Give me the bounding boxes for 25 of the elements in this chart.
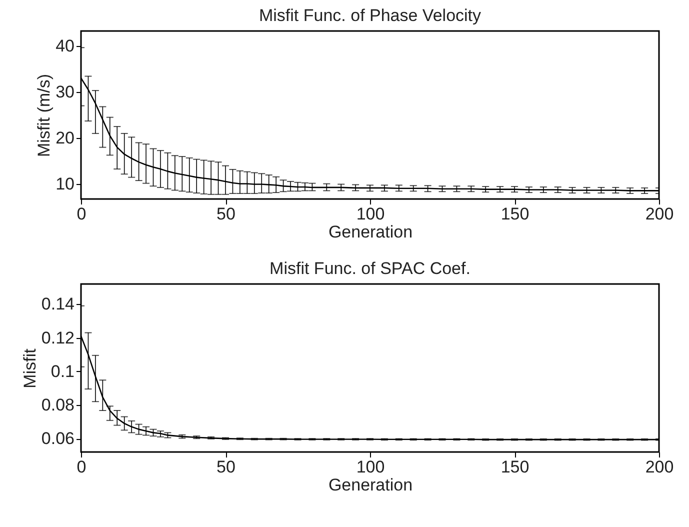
y-tick-label: 20 xyxy=(56,128,74,148)
y-tick-label: 30 xyxy=(56,82,74,102)
y-tick-label: 0.12 xyxy=(41,328,74,348)
x-tick-label: 100 xyxy=(356,458,385,476)
x-tick-label: 150 xyxy=(500,458,530,476)
chart-title: Misfit Func. of SPAC Coef. xyxy=(270,259,470,278)
y-tick-label: 0.08 xyxy=(41,395,74,414)
x-tick-label: 150 xyxy=(500,204,530,224)
x-tick-label: 50 xyxy=(216,204,236,224)
y-tick-label: 40 xyxy=(56,36,74,56)
x-tick-label: 0 xyxy=(76,204,86,224)
y-tick-label: 10 xyxy=(56,174,74,194)
chart-title: Misfit Func. of Phase Velocity xyxy=(258,6,482,25)
x-tick-label: 50 xyxy=(216,458,236,476)
y-tick-label: 0.14 xyxy=(41,294,74,314)
y-axis-title: Misfit (m/s) xyxy=(34,74,54,158)
x-axis-title: Generation xyxy=(328,476,413,494)
y-axis-title: Misfit xyxy=(20,348,40,388)
x-tick-label: 200 xyxy=(645,458,674,476)
y-tick-label: 0.1 xyxy=(50,362,74,381)
x-tick-label: 200 xyxy=(645,204,674,224)
x-tick-label: 100 xyxy=(356,204,385,224)
x-axis-title: Generation xyxy=(328,222,413,242)
y-tick-label: 0.06 xyxy=(41,429,74,448)
x-tick-label: 0 xyxy=(76,458,86,476)
